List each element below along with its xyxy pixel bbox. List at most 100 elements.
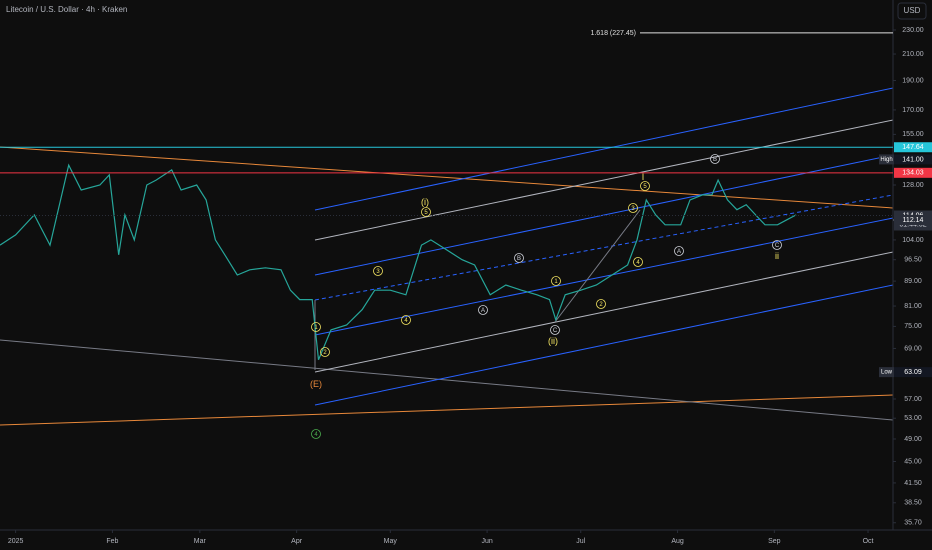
- fib-label: 1.618 (227.45): [590, 30, 636, 37]
- y-tick-label: 41.50: [904, 480, 922, 487]
- currency-label[interactable]: USD: [904, 6, 921, 15]
- channel-line: [314, 87, 894, 211]
- wave-circle: [710, 154, 720, 164]
- wave-line: [554, 209, 641, 323]
- wave-label: ii: [775, 251, 779, 261]
- y-tick-label: 38.50: [904, 500, 922, 507]
- channel-line: [314, 194, 894, 301]
- wave-circle: [633, 257, 643, 267]
- wave-label: (i): [421, 197, 429, 207]
- wave-circle: [674, 246, 684, 256]
- wave-label: 5: [424, 210, 428, 216]
- chart-title: Litecoin / U.S. Dollar · 4h · Kraken: [6, 5, 127, 14]
- wave-label: (ii): [548, 336, 558, 346]
- x-tick-label: Feb: [106, 538, 118, 545]
- x-tick-label: Oct: [863, 538, 874, 545]
- y-tick-label: 155.00: [902, 131, 924, 138]
- wave-label: (E): [310, 379, 322, 389]
- y-tick-label: 89.00: [904, 278, 922, 285]
- level-label: 63.09: [904, 369, 922, 376]
- wave-circle: [772, 240, 782, 250]
- price-axis: [893, 0, 932, 550]
- level-badge: [894, 154, 932, 165]
- channel-line: [314, 119, 894, 241]
- wave-label: A: [677, 249, 681, 255]
- level-label: 112.14: [903, 217, 924, 224]
- wave-label: 2: [599, 302, 603, 308]
- x-tick-label: Apr: [291, 538, 303, 545]
- x-tick-label: 2025: [8, 538, 24, 545]
- y-tick-label: 69.00: [904, 345, 922, 352]
- y-tick-label: 45.00: [904, 458, 922, 465]
- wave-label: 3: [631, 206, 635, 212]
- x-tick-label: Aug: [671, 538, 684, 545]
- wave-label: 4: [404, 318, 408, 324]
- x-tick-label: Jul: [576, 538, 585, 545]
- channel-line: [314, 251, 894, 373]
- y-tick-label: 35.70: [904, 520, 922, 527]
- wave-label: A: [481, 308, 485, 314]
- wave-circle: [401, 315, 411, 325]
- wave-label: 5: [643, 184, 647, 190]
- wave-label: 1: [314, 325, 318, 331]
- level-badge: [894, 167, 932, 178]
- level-label: 134.03: [902, 170, 924, 177]
- trend-line: [0, 394, 894, 426]
- level-label: 147.64: [902, 144, 924, 151]
- y-tick-label: 210.00: [902, 51, 924, 58]
- wave-circle: [311, 429, 321, 439]
- wave-circle: [514, 253, 524, 263]
- level-badge: [894, 367, 932, 378]
- wave-circle: [640, 181, 650, 191]
- channel-line: [314, 284, 894, 406]
- wave-circle: [596, 299, 606, 309]
- y-tick-label: 230.00: [902, 27, 924, 34]
- level-name-badge: [879, 154, 894, 165]
- price-line: [0, 163, 797, 361]
- trend-line: [0, 339, 894, 421]
- level-label: 141.00: [902, 156, 924, 163]
- x-tick-label: Jun: [481, 538, 492, 545]
- currency-button[interactable]: [897, 2, 927, 20]
- y-tick-label: 128.00: [902, 182, 924, 189]
- wave-label: I: [642, 172, 645, 182]
- wave-label: C: [775, 243, 780, 249]
- wave-circle: [373, 266, 383, 276]
- wave-circle: [550, 325, 560, 335]
- x-tick-label: Sep: [768, 538, 781, 545]
- y-tick-label: 170.00: [902, 107, 924, 114]
- wave-label: 2: [323, 350, 327, 356]
- wave-label: B: [713, 157, 717, 163]
- y-tick-label: 49.00: [904, 436, 922, 443]
- y-tick-label: 81.00: [904, 303, 922, 310]
- wave-label: 1: [554, 279, 558, 285]
- x-tick-label: May: [384, 538, 398, 545]
- wave-circle: [421, 207, 431, 217]
- wave-circle: [311, 322, 321, 332]
- wave-label: 3: [376, 269, 380, 275]
- wave-label: C: [553, 328, 558, 334]
- y-tick-label: 53.00: [904, 415, 922, 422]
- y-tick-label: 57.00: [904, 396, 922, 403]
- wave-label: 4: [314, 432, 318, 438]
- level-name-badge: [879, 367, 894, 378]
- channel-line: [314, 217, 894, 336]
- wave-circle: [628, 203, 638, 213]
- level-name: High: [880, 157, 892, 163]
- wave-label: B: [517, 256, 521, 262]
- wave-circle: [320, 347, 330, 357]
- level-badge: [894, 142, 932, 153]
- level-name: Low: [881, 370, 893, 376]
- x-tick-label: Mar: [194, 538, 207, 545]
- y-tick-label: 96.50: [904, 257, 922, 264]
- y-tick-label: 190.00: [902, 77, 924, 84]
- wave-label: 4: [636, 260, 640, 266]
- y-tick-label: 104.00: [902, 237, 924, 244]
- wave-circle: [551, 276, 561, 286]
- y-tick-label: 75.00: [904, 323, 922, 330]
- drawings: [0, 87, 894, 426]
- wave-circle: [478, 305, 488, 315]
- trend-line: [0, 146, 894, 209]
- level-badge: [894, 214, 932, 225]
